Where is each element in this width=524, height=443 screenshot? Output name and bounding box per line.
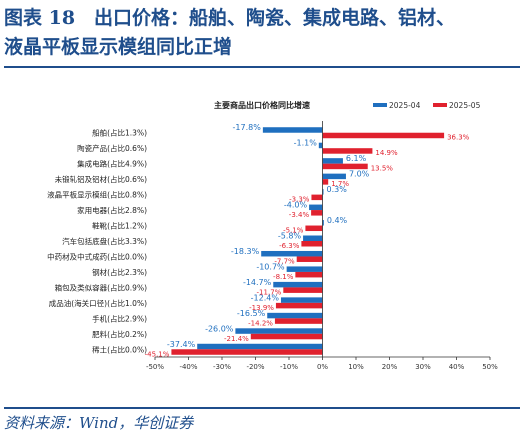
data-label-2025-05: -3.3%	[289, 196, 310, 204]
bar-2025-05	[274, 318, 323, 324]
data-label-2025-05: 1.7%	[331, 180, 349, 188]
source-divider	[4, 407, 520, 409]
data-label-2025-04: -14.7%	[243, 278, 272, 287]
category-label: 船舶(占比1.3%)	[92, 128, 147, 138]
x-tick-label: -50%	[146, 363, 164, 371]
source-note: 资料来源：Wind，华创证券	[4, 414, 194, 432]
x-tick-label: 10%	[348, 363, 364, 371]
bar-2025-04	[197, 343, 323, 350]
data-label-2025-05: -21.4%	[224, 335, 249, 343]
data-label-2025-04: -12.4%	[251, 293, 280, 302]
bar-2025-05	[283, 287, 323, 293]
data-label-2025-05: -45.1%	[145, 350, 170, 358]
bar-2025-05	[322, 148, 373, 154]
x-tick-label: 40%	[449, 363, 465, 371]
bar-2025-04	[267, 312, 323, 319]
data-label-2025-05: -11.7%	[257, 288, 282, 296]
x-tick-label: -30%	[213, 363, 231, 371]
category-label: 箱包及类似容器(占比0.9%)	[55, 282, 147, 292]
data-label-2025-04: 0.4%	[327, 216, 348, 225]
data-label-2025-05: -8.1%	[273, 273, 294, 281]
category-label: 集成电路(占比4.9%)	[77, 159, 147, 169]
data-label-2025-04: -10.7%	[256, 262, 285, 271]
bar-2025-04	[322, 173, 346, 180]
data-label-2025-05: 36.3%	[447, 134, 470, 142]
data-label-2025-05: -7.7%	[274, 257, 295, 265]
data-label-2025-05: 13.5%	[371, 165, 394, 173]
x-tick-label: -10%	[280, 363, 298, 371]
chart-title: 主要商品出口价格同比增速	[214, 100, 310, 110]
data-label-2025-04: -1.1%	[294, 139, 318, 148]
category-label: 鞋靴(占比1.2%)	[92, 221, 147, 231]
legend-swatch-2025-04	[373, 103, 387, 107]
data-label-2025-04: -17.8%	[233, 123, 262, 132]
category-label: 中药材及中式成药(占比0.0%)	[47, 251, 147, 261]
data-label-2025-04: -16.5%	[237, 309, 266, 318]
data-label-2025-04: -5.8%	[278, 232, 302, 241]
bar-2025-04	[309, 204, 323, 211]
bar-2025-04	[322, 158, 343, 164]
bar-2025-05	[311, 210, 323, 216]
x-tick-label: -20%	[246, 363, 264, 371]
data-label-2025-05: -14.2%	[248, 319, 273, 327]
data-label-2025-04: 7.0%	[349, 170, 370, 179]
bar-2025-04	[273, 281, 323, 288]
legend-swatch-2025-05	[433, 103, 447, 107]
figure-title-line2: 液晶平板显示模组同比正增	[4, 36, 233, 58]
title-divider	[4, 66, 520, 68]
category-label: 钢材(占比2.3%)	[92, 267, 147, 277]
category-label: 家用电器(占比2.8%)	[77, 205, 147, 215]
figure-title: 图表 18 出口价格：船舶、陶瓷、集成电路、铝材、 液晶平板显示模组同比正增	[4, 4, 520, 62]
bar-2025-05	[275, 302, 323, 309]
category-label: 稀土(占比0.0%)	[92, 344, 147, 354]
bar-2025-05	[296, 256, 323, 262]
data-label-2025-04: -26.0%	[205, 324, 234, 333]
bar-2025-04	[280, 297, 323, 303]
bar-2025-05	[171, 349, 323, 355]
category-label: 未锻轧铝及铝材(占比0.6%)	[55, 174, 147, 184]
data-label-2025-04: 6.1%	[346, 154, 367, 163]
data-label-2025-05: -3.4%	[289, 211, 310, 219]
bar-2025-04	[235, 328, 323, 334]
legend-label-2025-05: 2025-05	[449, 101, 481, 110]
bar-2025-04	[322, 220, 324, 226]
category-label: 液晶平板显示模组(占比0.8%)	[47, 190, 147, 200]
bar-2025-05	[322, 179, 329, 185]
bar-2025-04	[322, 189, 324, 195]
data-label-2025-04: 0.3%	[327, 185, 348, 194]
category-label: 成品油(海关口径)(占比1.0%)	[49, 298, 147, 308]
x-tick-label: 20%	[382, 363, 398, 371]
bar-2025-05	[295, 271, 323, 278]
x-tick-label: 0%	[317, 363, 328, 371]
bar-2025-04	[318, 142, 323, 149]
bar-2025-04	[261, 250, 323, 257]
legend-label-2025-04: 2025-04	[389, 101, 421, 110]
bar-2025-04	[303, 235, 323, 241]
x-tick-label: 30%	[415, 363, 431, 371]
x-tick-label: -40%	[179, 363, 197, 371]
data-label-2025-05: -5.1%	[283, 227, 304, 235]
data-label-2025-04: -18.3%	[231, 247, 260, 256]
data-label-2025-04: -37.4%	[167, 340, 196, 349]
bar-2025-04	[286, 266, 323, 272]
data-label-2025-04: -4.0%	[284, 201, 308, 210]
data-label-2025-05: 14.9%	[375, 149, 398, 157]
category-label: 汽车包括底盘(占比3.3%)	[62, 236, 147, 246]
data-label-2025-05: -13.9%	[249, 304, 274, 312]
data-label-2025-05: -6.3%	[279, 242, 300, 250]
bar-2025-05	[322, 163, 368, 170]
bar-2025-05	[305, 225, 323, 232]
bar-2025-05	[311, 194, 323, 201]
bar-2025-05	[322, 132, 445, 139]
category-label: 肥料(占比0.2%)	[92, 329, 147, 339]
figure-title-line1: 图表 18 出口价格：船舶、陶瓷、集成电路、铝材、	[4, 7, 456, 29]
x-tick-label: 50%	[482, 363, 498, 371]
bar-2025-05	[250, 333, 323, 340]
category-label: 手机(占比2.9%)	[92, 313, 147, 323]
bar-2025-04	[262, 127, 323, 133]
bar-2025-05	[301, 241, 323, 247]
category-label: 陶瓷产品(占比0.6%)	[77, 143, 147, 153]
